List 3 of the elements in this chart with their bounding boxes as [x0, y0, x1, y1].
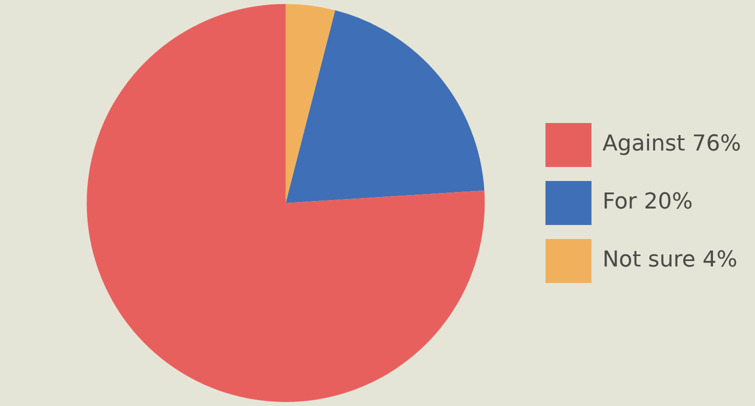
legend-label: Not sure 4% [602, 248, 738, 273]
legend-label: For 20% [602, 190, 693, 215]
legend-label: Against 76% [602, 132, 741, 157]
